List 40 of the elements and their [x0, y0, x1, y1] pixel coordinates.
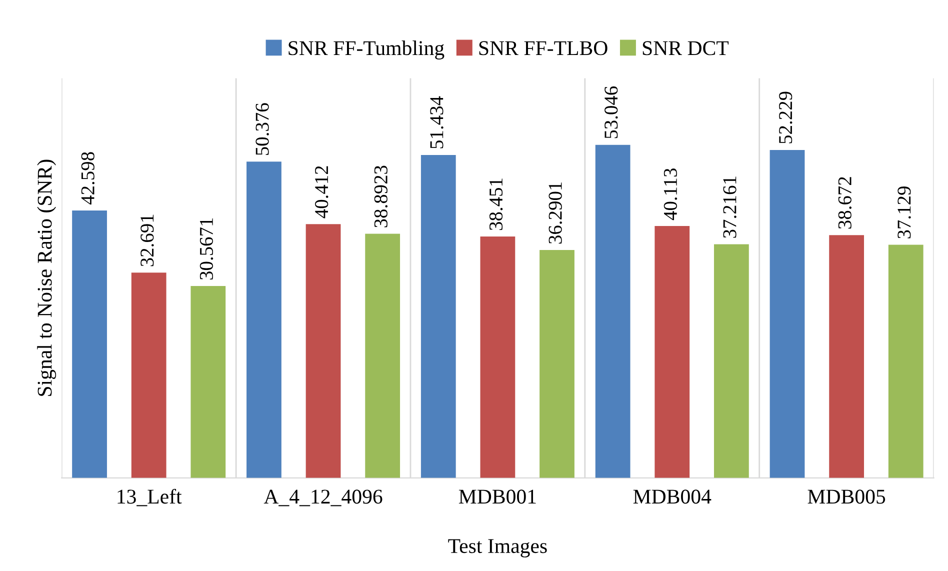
- legend-label: SNR DCT: [642, 41, 729, 56]
- data-label: 40.113: [664, 168, 678, 220]
- data-label: 37.129: [898, 186, 911, 238]
- bar: [480, 236, 516, 478]
- bar: [829, 235, 864, 478]
- data-label: 40.412: [315, 166, 328, 218]
- bar: [540, 250, 574, 478]
- bar: [131, 272, 166, 478]
- data-label: 52.229: [779, 92, 792, 144]
- data-label: 51.434: [430, 96, 444, 148]
- data-label: 36.2901: [548, 182, 562, 244]
- x-tick-label: 13_Left: [118, 488, 182, 506]
- bar: [888, 244, 924, 478]
- bar: [246, 162, 282, 478]
- bar: [365, 234, 400, 478]
- data-label: 42.598: [81, 152, 94, 205]
- bar: [595, 144, 630, 478]
- bar: [420, 154, 456, 478]
- bar: [72, 210, 107, 478]
- bar: [654, 226, 690, 478]
- data-label: 32.691: [140, 214, 154, 266]
- legend-label: SNR FF-Tumbling: [288, 40, 444, 60]
- data-label: 38.8923: [374, 166, 388, 228]
- x-axis-title: Test Images: [448, 539, 547, 558]
- bar: [190, 286, 226, 478]
- x-tick-label: MDB005: [808, 490, 886, 504]
- data-label: 30.5671: [200, 218, 214, 280]
- y-axis-title: Signal to Noise Ratio (SNR): [37, 160, 56, 396]
- bar: [714, 244, 749, 478]
- x-tick-label: MDB004: [633, 490, 712, 504]
- data-label: 50.376: [256, 103, 269, 155]
- data-label: 38.451: [489, 178, 503, 230]
- bar: [770, 150, 805, 478]
- bar: [306, 224, 341, 478]
- legend-label: SNR FF-TLBO: [479, 41, 608, 56]
- data-label: 37.2161: [723, 176, 736, 238]
- data-label: 53.046: [604, 86, 618, 138]
- data-label: 38.672: [838, 177, 852, 229]
- x-tick-label: A_4_12_4096: [264, 490, 382, 506]
- x-tick-label: MDB001: [458, 490, 536, 504]
